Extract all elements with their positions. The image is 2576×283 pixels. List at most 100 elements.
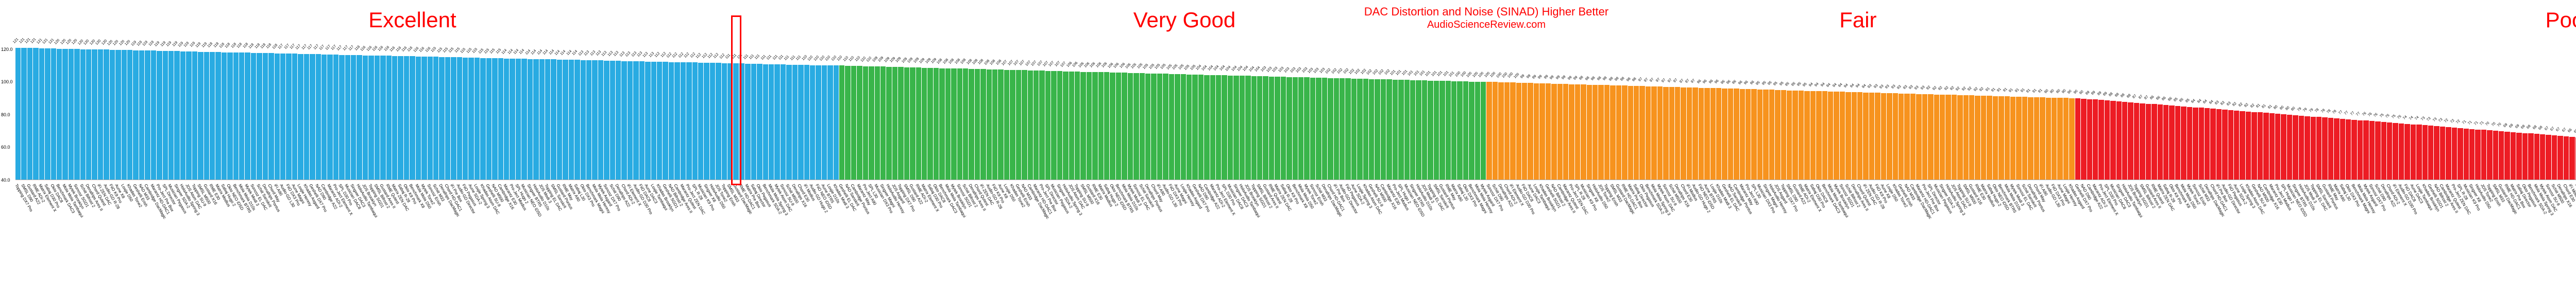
- bar-value-label: 80: [2291, 106, 2296, 111]
- x-label: Aune SDA-2: [1351, 181, 1357, 279]
- bar-value-label: 101: [1419, 70, 1426, 77]
- x-label: SPL R-28: [1575, 181, 1580, 279]
- bar: 68: [2534, 134, 2539, 180]
- bar-value-label: 118: [213, 42, 219, 48]
- bar: 93: [1887, 93, 1892, 180]
- x-label: Geshelli SGD1: [2428, 181, 2433, 279]
- bar-value-label: 96: [1714, 79, 1719, 84]
- bar: 98: [1628, 86, 1633, 180]
- bar-value-label: 91: [2032, 88, 2037, 93]
- bar-value-label: 89: [2091, 91, 2096, 96]
- bar: 101: [1404, 80, 1410, 180]
- bar-value-label: 70: [2485, 121, 2490, 127]
- y-tick: 60.0: [1, 145, 10, 150]
- x-label: FiiO K9 Pro: [1875, 181, 1880, 279]
- bar: 91: [1987, 96, 1992, 180]
- bar: 95: [1757, 90, 1762, 180]
- bar: 115: [451, 57, 456, 180]
- bar-value-label: 111: [766, 54, 772, 60]
- bar: 116: [398, 56, 403, 180]
- bar: 97: [1675, 87, 1680, 180]
- x-label: Singxer X8: [2469, 181, 2475, 279]
- x-axis-labels: Topping DX7 ProSMSL D90Gustard A22RME AD…: [15, 181, 2576, 279]
- x-label: Musician NEO iDSD: [2287, 181, 2292, 279]
- bar: 112: [657, 62, 662, 180]
- bar: 85: [2175, 106, 2180, 180]
- bar-value-label: 109: [877, 56, 884, 63]
- bar-value-label: 96: [1708, 79, 1714, 84]
- x-label: Soncoz Erish: [1310, 181, 1315, 279]
- chart-subtitle: AudioScienceReview.com: [15, 19, 2576, 31]
- bar-value-label: 100: [1496, 72, 1502, 79]
- x-label: Benchmark X8: [1293, 181, 1298, 279]
- bar-value-label: 98: [1620, 77, 1625, 82]
- x-label: iFi A90: [275, 181, 280, 279]
- x-label: Cambridge X16: [498, 181, 503, 279]
- bar: 92: [1969, 95, 1974, 180]
- bar: 73: [2422, 125, 2428, 180]
- bar: 107: [1063, 72, 1068, 180]
- x-label: Khadas Modi 3: [1716, 181, 1721, 279]
- bar-value-label: 106: [1072, 61, 1078, 68]
- bar-value-label: 90: [2061, 89, 2066, 94]
- bar: 90: [2052, 98, 2057, 180]
- bar-value-label: 112: [684, 52, 690, 59]
- bar-value-label: 107: [1019, 60, 1026, 66]
- bar: 100: [1516, 83, 1521, 180]
- x-label: Okto Pegasus: [2522, 181, 2528, 279]
- bar: 99: [1575, 84, 1580, 180]
- bar-value-label: 114: [543, 49, 549, 56]
- bar-value-label: 116: [366, 45, 372, 52]
- x-label: Schiit M33: [1316, 181, 1321, 279]
- bar-value-label: 117: [348, 45, 355, 51]
- bar-value-label: 84: [2191, 98, 2196, 103]
- bar-value-label: 97: [1638, 77, 1643, 82]
- bar-value-label: 94: [1838, 83, 1843, 88]
- bar-value-label: 100: [1460, 71, 1467, 78]
- bar-value-label: 72: [2444, 118, 2449, 123]
- x-label: Pro-Ject Element X: [2098, 181, 2104, 279]
- x-label: Okto DX3 Pro: [581, 181, 586, 279]
- x-label: Denafrips A22: [1498, 181, 1503, 279]
- x-label: Pro-Ject Modius: [510, 181, 515, 279]
- bar: 111: [774, 64, 779, 180]
- bar: 120: [86, 49, 91, 180]
- x-label: Marantz Qutest: [2446, 181, 2451, 279]
- bar-value-label: 96: [1702, 79, 1707, 84]
- bar-value-label: 92: [1979, 87, 1984, 92]
- bar: 96: [1745, 89, 1751, 180]
- bar: 96: [1704, 88, 1709, 180]
- bar-value-label: 100: [1478, 72, 1484, 78]
- bar: 114: [574, 60, 580, 180]
- x-label: RME E30: [1975, 181, 1980, 279]
- x-label: Denafrips X16: [792, 181, 798, 279]
- x-label: HoloAudio Tambaqui: [2122, 181, 2127, 279]
- bar: 73: [2434, 126, 2439, 180]
- x-label: Soncoz DX7 Pro: [2369, 181, 2375, 279]
- x-label: Chord E30: [1681, 181, 1686, 279]
- bar: 117: [280, 54, 285, 180]
- bar: 109: [880, 66, 886, 180]
- x-label: FiiO DX3 Pro: [286, 181, 291, 279]
- bar: 117: [351, 55, 356, 180]
- bar: 119: [192, 51, 197, 180]
- bar: 105: [1140, 73, 1145, 180]
- bar-value-label: 84: [2209, 100, 2214, 105]
- bar: 105: [1175, 74, 1180, 180]
- bar-value-label: 101: [1425, 70, 1432, 77]
- bar: 110: [834, 65, 839, 180]
- bar: 111: [763, 64, 768, 180]
- bar: 85: [2181, 107, 2186, 180]
- bar: 82: [2251, 112, 2257, 180]
- x-label: NAD M33: [1904, 181, 1909, 279]
- x-label: RME HD-DAC1: [2504, 181, 2510, 279]
- bar-value-label: 82: [2250, 103, 2255, 108]
- bar-value-label: 91: [2038, 89, 2043, 94]
- bar-value-label: 112: [654, 51, 661, 58]
- bar: 76: [2369, 121, 2375, 180]
- bar: 117: [345, 55, 350, 180]
- bar-value-label: 115: [472, 47, 479, 54]
- bar: 111: [733, 63, 738, 180]
- x-label: Sabaj D30 Pro: [45, 181, 50, 279]
- x-label: Loxjie Heresy: [298, 181, 303, 279]
